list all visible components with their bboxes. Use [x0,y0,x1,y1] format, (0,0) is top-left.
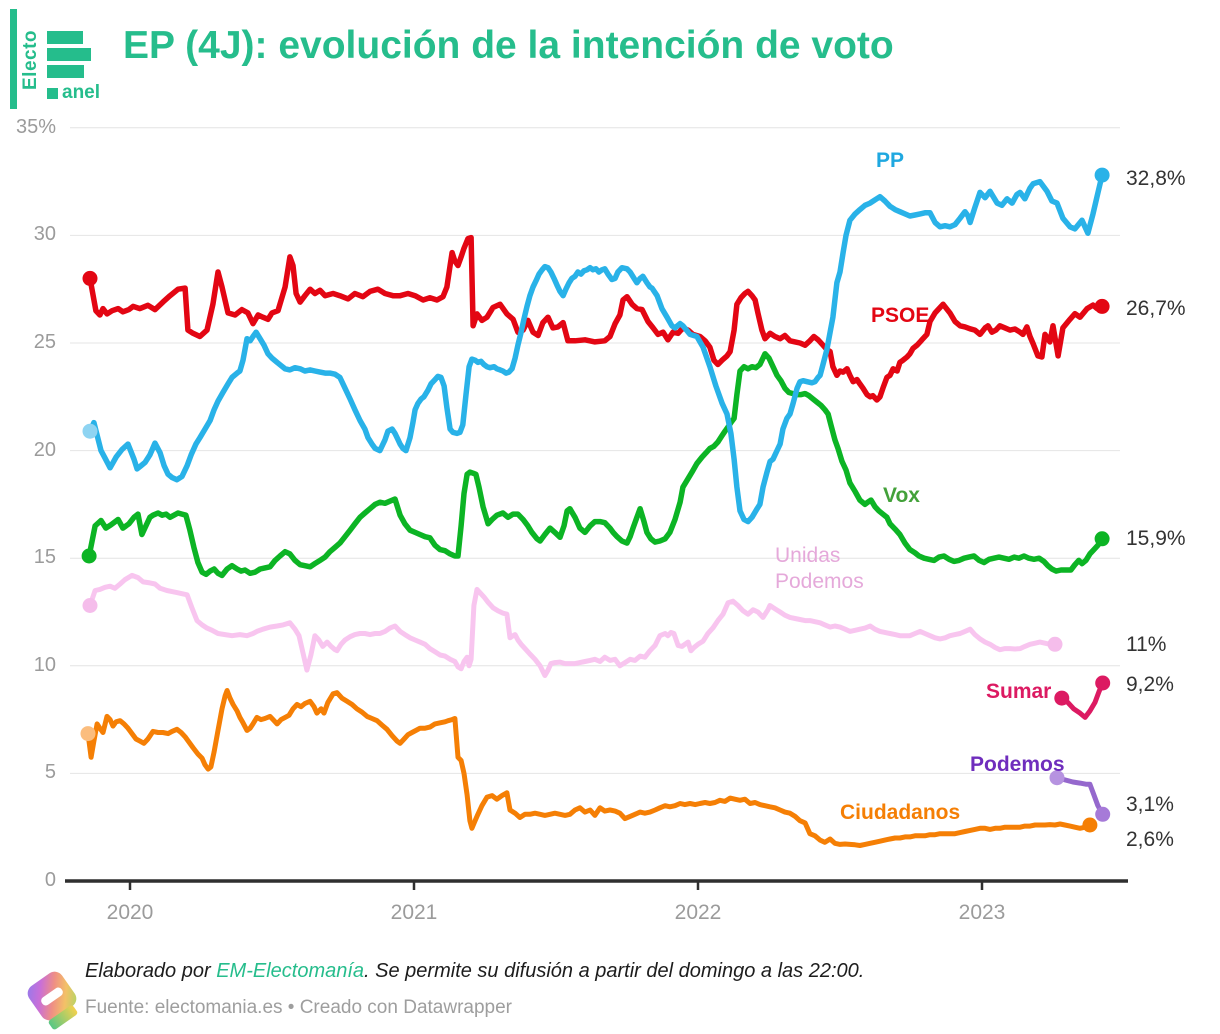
logo-square-icon [47,87,58,99]
series-marker-psoe [82,270,98,286]
series-line-up [87,572,1058,678]
footer-brand: EM-Electomanía [216,960,365,982]
series-line-pp [87,172,1105,525]
series-marker-up [1047,636,1063,652]
series-marker-vox [1094,531,1110,547]
brand-suffix-text: anel [62,82,101,103]
series-line-podemos [1054,775,1106,817]
footer-attribution-prefix: Elaborado por [85,960,217,982]
logo-bar-icon [47,31,83,44]
series-line-psoe [87,234,1105,403]
series-marker-sumar [1054,690,1070,706]
logo-bar-icon [47,48,91,61]
series-marker-psoe [1094,298,1110,314]
footer-source: Fuente: electomania.es • Creado con Data… [85,997,512,1018]
series-marker-ciudadanos [80,726,96,742]
series-marker-ciudadanos [1082,817,1098,833]
series-marker-podemos [1095,806,1111,822]
footer-attribution-suffix: . Se permite su difusión a partir del do… [364,960,865,982]
logo-bar-icon [47,65,84,78]
em-gradient-logo-icon [24,968,84,1032]
electopanel-logo-icon: anel [47,31,100,104]
series-line-ciudadanos [85,688,1093,848]
series-marker-vox [81,548,97,564]
brand-accent-bar [10,9,17,109]
series-marker-podemos [1049,770,1065,786]
series-marker-pp [1094,167,1110,183]
series-line-sumar [1059,680,1106,720]
footer-attribution: Elaborado por EM-Electomanía. Se permite… [85,960,864,983]
series-marker-sumar [1095,675,1111,691]
series-marker-pp [82,423,98,439]
series-line-vox [86,351,1105,579]
page-title: EP (4J): evolución de la intención de vo… [123,24,894,67]
series-marker-up [82,598,98,613]
